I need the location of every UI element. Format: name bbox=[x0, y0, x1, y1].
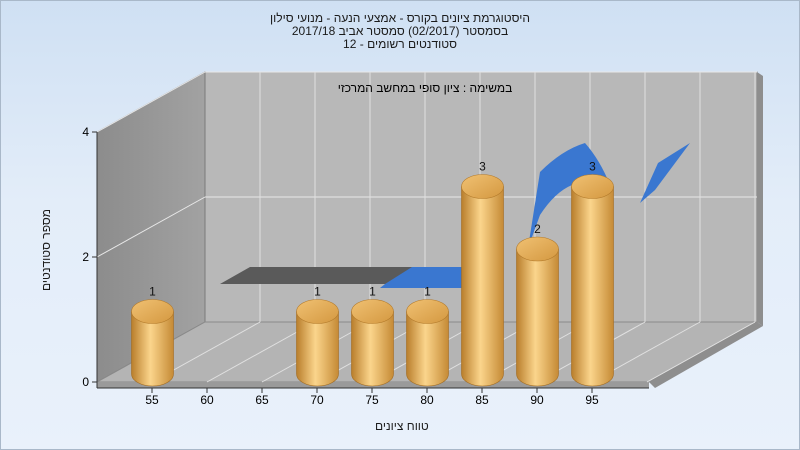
bar-value-label-55: 1 bbox=[149, 285, 156, 299]
bar-body-75 bbox=[351, 311, 394, 387]
bar-body-90 bbox=[516, 248, 559, 387]
x-tick-label-90: 90 bbox=[530, 393, 544, 407]
bar-cap-85 bbox=[461, 174, 504, 199]
bar-70: 1 bbox=[296, 285, 339, 387]
bar-cap-90 bbox=[516, 236, 559, 262]
x-gridline-floor-10 bbox=[646, 321, 756, 383]
bar-value-label-75: 1 bbox=[369, 285, 376, 299]
bar-value-label-95: 3 bbox=[589, 160, 596, 174]
x-tick-label-75: 75 bbox=[365, 393, 379, 407]
bars: 1 1 1 1 3 2 3 bbox=[131, 160, 614, 387]
x-tick-label-85: 85 bbox=[475, 393, 489, 407]
chart-title-line-3: סטודנטים רשומים - 12 bbox=[343, 37, 457, 51]
x-axis-label: טווח ציונים bbox=[375, 419, 429, 433]
y-axis: 0 2 4 bbox=[82, 125, 98, 389]
ribbon-segment-3 bbox=[640, 143, 690, 203]
bar-cap-95 bbox=[571, 174, 614, 199]
y-gridline-left-4 bbox=[96, 71, 206, 133]
x-tick-label-55: 55 bbox=[145, 393, 159, 407]
y-gridline-left-2 bbox=[96, 196, 206, 258]
y-tick-label-0: 0 bbox=[82, 375, 89, 389]
bar-cap-75 bbox=[351, 299, 394, 324]
bar-85: 3 bbox=[461, 160, 504, 387]
bar-cap-80 bbox=[406, 299, 449, 324]
bar-value-label-70: 1 bbox=[314, 285, 321, 299]
plot-floor-right-edge bbox=[649, 322, 763, 388]
bar-body-70 bbox=[296, 311, 339, 387]
bar-body-85 bbox=[461, 186, 504, 387]
y-tick-label-4: 4 bbox=[82, 125, 89, 139]
x-tick-label-60: 60 bbox=[200, 393, 214, 407]
bar-body-55 bbox=[131, 311, 174, 387]
bar-body-80 bbox=[406, 311, 449, 387]
x-tick-label-70: 70 bbox=[310, 393, 324, 407]
x-tick-label-65: 65 bbox=[255, 393, 269, 407]
bar-value-label-80: 1 bbox=[424, 285, 431, 299]
ribbon-segment-2 bbox=[528, 143, 610, 248]
chart-annotation: במשימה : ציון סופי במחשב המרכזי bbox=[338, 81, 513, 95]
plot-right-edge bbox=[757, 72, 763, 326]
ribbon-segment-1 bbox=[380, 267, 488, 288]
bar-80: 1 bbox=[406, 285, 449, 387]
trend-ribbon bbox=[220, 143, 690, 288]
bar-95: 3 bbox=[571, 160, 614, 387]
bar-cap-70 bbox=[296, 299, 339, 324]
bar-cap-55 bbox=[131, 299, 174, 324]
bar-75: 1 bbox=[351, 285, 394, 387]
y-tick-label-2: 2 bbox=[82, 250, 89, 264]
bar-value-label-85: 3 bbox=[479, 160, 486, 174]
bar-body-95 bbox=[571, 186, 614, 387]
x-axis: 55 60 65 70 75 80 85 90 95 bbox=[97, 387, 649, 407]
y-axis-label: מספר סטודנטים bbox=[39, 208, 53, 292]
bar-value-label-90: 2 bbox=[534, 222, 541, 236]
x-tick-label-80: 80 bbox=[420, 393, 434, 407]
chart-title-line-2: בסמסטר (02/2017) סמסטר אביב 2017/18 bbox=[291, 24, 509, 38]
bar-55: 1 bbox=[131, 285, 174, 387]
bar-90: 2 bbox=[516, 222, 559, 387]
x-tick-label-95: 95 bbox=[585, 393, 599, 407]
chart-title-line-1: היסטוגרמת ציונים בקורס - אמצעי הנעה - מנ… bbox=[270, 11, 530, 25]
